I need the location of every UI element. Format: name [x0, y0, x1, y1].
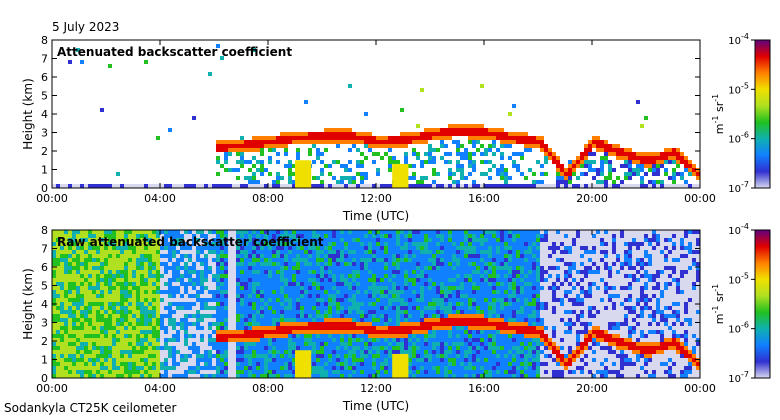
chart-title: Raw attenuated backscatter coefficient: [57, 235, 324, 249]
backscatter-field: [52, 230, 700, 378]
x-tick-label: 12:00: [360, 192, 392, 205]
precip-shaft: [392, 163, 409, 188]
x-tick-label: 00:00: [36, 382, 68, 395]
colorbar-tick-label: 10-4: [728, 222, 749, 237]
colorbar-tick-label: 10-5: [728, 81, 749, 96]
x-tick-label: 00:00: [684, 382, 716, 395]
colorbar-tick-label: 10-6: [728, 131, 749, 146]
x-tick-label: 08:00: [252, 192, 284, 205]
x-tick-label: 20:00: [576, 192, 608, 205]
y-tick-label: 1: [41, 164, 48, 177]
y-tick-label: 6: [41, 261, 48, 274]
y-tick-label: 7: [41, 53, 48, 66]
backscatter-field: [52, 44, 700, 188]
y-tick-label: 0: [41, 182, 48, 195]
y-tick-label: 3: [41, 317, 48, 330]
x-tick-label: 12:00: [360, 382, 392, 395]
y-tick-label: 3: [41, 127, 48, 140]
x-tick-label: 16:00: [468, 382, 500, 395]
colorbar: [754, 39, 771, 189]
colorbar-tick-label: 10-7: [728, 370, 749, 385]
colorbar-tick-label: 10-7: [728, 180, 749, 195]
precip-shaft: [295, 160, 312, 188]
y-tick-label: 2: [41, 145, 48, 158]
date-label: 5 July 2023: [52, 20, 120, 34]
colorbar-tick-label: 10-6: [728, 321, 749, 336]
y-tick-label: 5: [41, 280, 48, 293]
x-tick-label: 00:00: [684, 192, 716, 205]
x-tick-label: 00:00: [36, 192, 68, 205]
instrument-label: Sodankyla CT25K ceilometer: [4, 401, 177, 415]
y-tick-label: 7: [41, 243, 48, 256]
y-tick-label: 4: [41, 108, 48, 121]
y-axis-label: Height (km): [21, 78, 35, 149]
colorbar-tick-label: 10-5: [728, 271, 749, 286]
x-tick-label: 20:00: [576, 382, 608, 395]
y-tick-label: 5: [41, 90, 48, 103]
x-tick-label: 04:00: [144, 382, 176, 395]
x-axis-label: Time (UTC): [342, 209, 409, 223]
colorbar-tick-label: 10-4: [728, 32, 749, 47]
x-tick-label: 16:00: [468, 192, 500, 205]
precip-shaft: [295, 350, 312, 378]
chart-title: Attenuated backscatter coefficient: [57, 45, 292, 59]
raw-backscatter-panel: 0 1 2 3 4 5 6 7 8 00:00 04:00 08:00 12:00 16:00 20:00 0…: [21, 222, 771, 413]
colorbar: [754, 229, 771, 379]
colorbar-label: m-1 sr-1: [711, 94, 726, 134]
y-tick-label: 2: [41, 335, 48, 348]
y-tick-label: 4: [41, 298, 48, 311]
y-axis-label: Height (km): [21, 268, 35, 339]
precip-shaft: [392, 353, 409, 378]
y-tick-label: 6: [41, 71, 48, 84]
x-axis-label: Time (UTC): [342, 399, 409, 413]
y-tick-label: 1: [41, 354, 48, 367]
x-tick-label: 08:00: [252, 382, 284, 395]
x-tick-label: 04:00: [144, 192, 176, 205]
y-tick-label: 8: [41, 34, 48, 47]
y-tick-label: 8: [41, 224, 48, 237]
backscatter-panel: 0 1 2 3 4 5 6 7 8 00:00 04:00 08:00 12:00 16:00 20:00 0…: [21, 32, 771, 223]
colorbar-label: m-1 sr-1: [711, 284, 726, 324]
y-tick-label: 0: [41, 372, 48, 385]
